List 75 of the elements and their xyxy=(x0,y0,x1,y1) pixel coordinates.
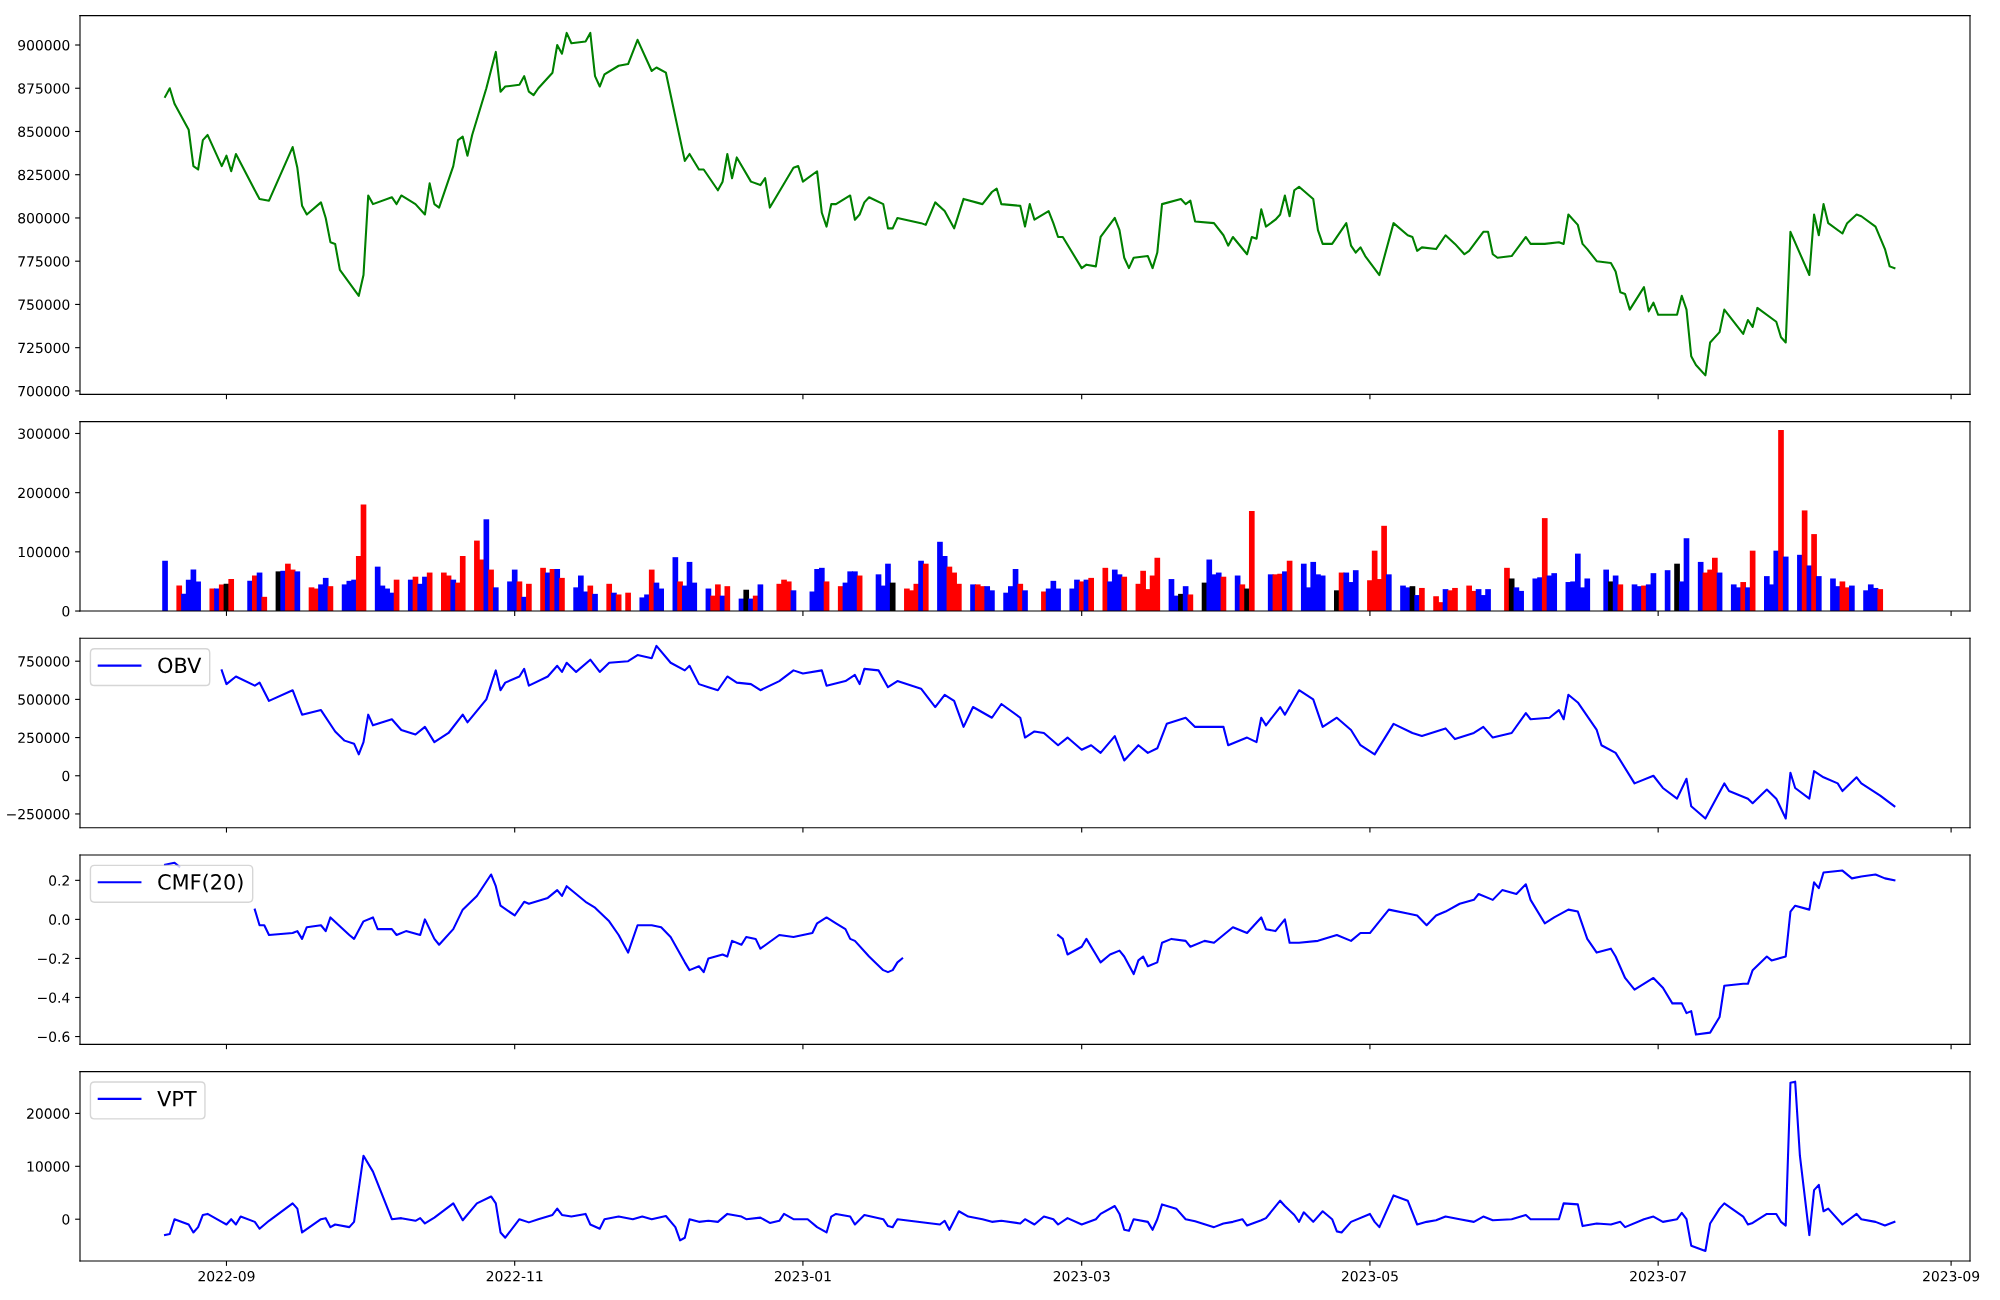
y-tick-label: 500000 xyxy=(18,694,70,705)
x-tick-label: 2022-09 xyxy=(198,1270,255,1282)
bar xyxy=(1300,563,1307,612)
bar xyxy=(559,577,565,612)
y-tick-label: 0 xyxy=(62,770,70,782)
y-tick-label: 0.2 xyxy=(49,875,69,886)
y-tick-label: 300000 xyxy=(18,428,70,439)
bar xyxy=(1541,518,1548,612)
y-tick-label: 250000 xyxy=(18,732,70,744)
y-tick-label: −0.4 xyxy=(38,992,70,1003)
bar xyxy=(1022,590,1028,612)
y-tick-label: 825000 xyxy=(18,169,70,181)
bar xyxy=(1574,553,1581,612)
bar xyxy=(922,563,929,612)
bar xyxy=(1778,429,1784,612)
bar xyxy=(1877,589,1884,612)
y-tick-label: 725000 xyxy=(18,342,70,354)
y-tick-label: 875000 xyxy=(18,83,70,94)
bar xyxy=(526,583,532,612)
x-tick-label: 2023-03 xyxy=(1053,1270,1110,1282)
bar xyxy=(625,592,631,612)
bar xyxy=(488,569,494,612)
bar xyxy=(261,596,268,612)
y-tick-label: 200000 xyxy=(18,487,70,499)
y-tick-label: 0 xyxy=(62,1214,70,1225)
bar xyxy=(1088,577,1094,612)
y-tick-label: 750000 xyxy=(18,656,70,667)
bar xyxy=(1849,585,1855,612)
y-tick-label: 10000 xyxy=(27,1161,70,1172)
bar xyxy=(1782,556,1789,612)
bar xyxy=(374,566,381,612)
y-tick-label: 800000 xyxy=(18,212,70,224)
y-tick-label: 20000 xyxy=(27,1108,70,1119)
bar xyxy=(1433,596,1439,612)
legend-label: CMF(20) xyxy=(158,873,243,893)
y-tick-label: −0.6 xyxy=(38,1031,70,1043)
bar xyxy=(1551,573,1558,612)
x-tick-label: 2023-09 xyxy=(1923,1270,1980,1282)
bar xyxy=(592,593,598,612)
bar xyxy=(1584,578,1591,612)
bar xyxy=(1811,534,1817,612)
bar xyxy=(1121,576,1128,612)
bar xyxy=(459,555,466,612)
y-tick-label: 100000 xyxy=(18,546,70,558)
y-tick-label: 900000 xyxy=(18,39,70,51)
bar xyxy=(1385,574,1392,612)
bar xyxy=(492,587,499,612)
y-tick-label: 0 xyxy=(62,606,70,617)
bar xyxy=(1319,575,1326,612)
line-series xyxy=(220,644,1896,820)
bar xyxy=(228,579,235,612)
legend-label: OBV xyxy=(158,657,202,674)
bar xyxy=(1419,587,1425,612)
bar xyxy=(1815,576,1822,612)
bar xyxy=(1140,570,1146,612)
y-tick-label: 750000 xyxy=(18,299,70,310)
bar xyxy=(1352,570,1359,612)
bar xyxy=(1518,590,1524,612)
x-tick-label: 2022-11 xyxy=(486,1270,543,1282)
y-tick-label: 0.0 xyxy=(49,914,70,925)
legend-label: VPT xyxy=(157,1091,197,1107)
y-tick-label: −0.2 xyxy=(38,953,69,964)
bar xyxy=(1248,511,1255,612)
line-series xyxy=(164,31,1896,377)
bar xyxy=(162,560,168,612)
y-tick-label: 775000 xyxy=(18,256,70,267)
y-tick-label: 850000 xyxy=(18,126,70,137)
x-tick-label: 2023-01 xyxy=(774,1270,831,1282)
bar xyxy=(1154,557,1161,612)
bar xyxy=(724,586,731,612)
y-tick-label: 700000 xyxy=(18,385,70,397)
x-tick-label: 2023-05 xyxy=(1341,1270,1398,1282)
y-tick-label: −250000 xyxy=(7,808,70,820)
bar xyxy=(1381,525,1387,612)
x-tick-label: 2023-07 xyxy=(1630,1270,1686,1282)
